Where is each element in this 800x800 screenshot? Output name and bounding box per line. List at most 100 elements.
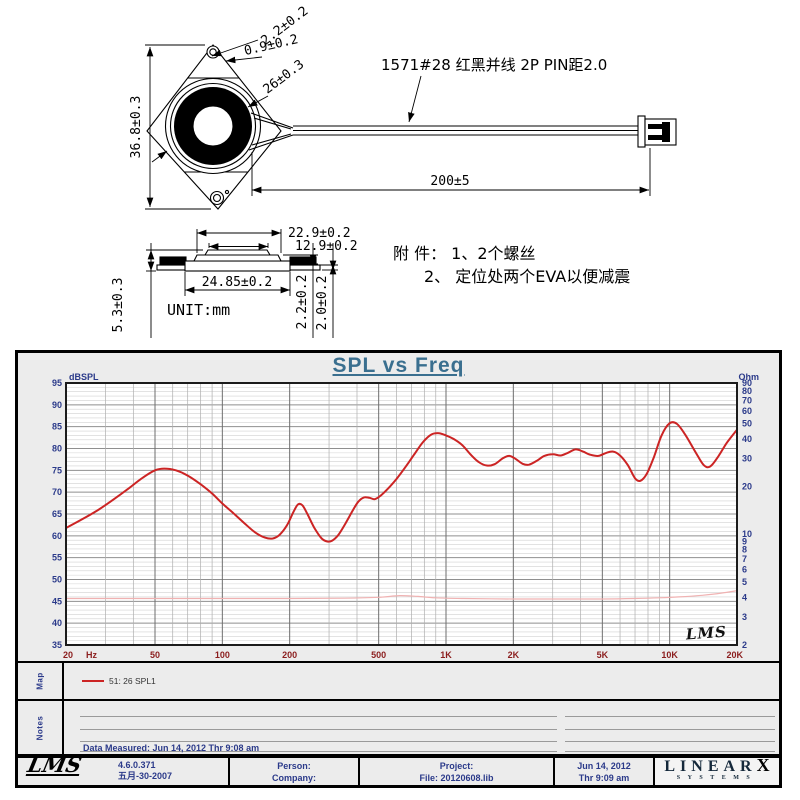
footer-date: Jun 14, 2012: [577, 760, 631, 771]
map-label: Map: [35, 672, 45, 690]
legend-swatch: [82, 680, 104, 682]
notes-strip: Notes Data Measured: Jun 14, 2012 Thr 9:…: [18, 701, 779, 756]
svg-text:40: 40: [52, 618, 62, 628]
side-dim-labels: 22.9±0.2 12.9±0.2 24.85±0.2 5.3±0.3 2.2±…: [111, 226, 358, 332]
note-rule: [565, 751, 775, 752]
svg-text:80: 80: [52, 444, 62, 454]
svg-text:8: 8: [742, 545, 747, 555]
svg-text:95: 95: [52, 378, 62, 388]
attachment-line1: 附 件： 1、2个螺丝: [393, 244, 536, 263]
svg-text:80: 80: [742, 386, 752, 396]
brand-sub: SYSTEMS: [676, 775, 758, 781]
spl-curve: [65, 421, 738, 543]
svg-text:70: 70: [742, 395, 752, 405]
plot-grid: [66, 383, 737, 645]
note-rule: [80, 729, 557, 730]
version-date: 五月-30-2007: [118, 771, 173, 781]
attachment-notes: 附 件： 1、2个螺丝 2、 定位处两个EVA以便减震: [393, 244, 630, 286]
svg-text:dBSPL: dBSPL: [69, 373, 99, 382]
footer-person-cell: Person: Company:: [230, 758, 360, 785]
svg-text:9: 9: [742, 536, 747, 546]
version: 4.6.0.371: [118, 760, 156, 770]
dim-22-9: 22.9±0.2: [288, 226, 351, 241]
svg-text:10K: 10K: [661, 650, 678, 660]
legend-text: 51: 26 SPL1: [109, 676, 156, 686]
note-rule: [80, 751, 557, 752]
footer-date-cell: Jun 14, 2012 Thr 9:09 am: [555, 758, 655, 785]
bottom-tab-hole: [212, 193, 222, 203]
plot-frame: [65, 382, 738, 646]
svg-text:85: 85: [52, 422, 62, 432]
svg-text:5K: 5K: [597, 650, 609, 660]
svg-text:50: 50: [742, 418, 752, 428]
map-stub: Map: [18, 663, 64, 699]
dim-36-8: 36.8±0.3: [129, 96, 144, 159]
legend: 51: 26 SPL1: [82, 676, 156, 686]
lms-chart-panel: SPL vs Freq 35 40 45 50 55 60 65 70 75 80 85 90 95 90…: [15, 350, 782, 788]
svg-text:50: 50: [150, 650, 160, 660]
note-rule: [565, 716, 775, 717]
brand-main: LINEAR: [664, 758, 757, 775]
svg-text:1K: 1K: [440, 650, 452, 660]
dim-5-3: 5.3±0.3: [111, 278, 126, 333]
svg-text:20: 20: [63, 650, 73, 660]
linearx-logo: LINEARX: [664, 756, 769, 775]
linearx-logo-cell: LINEARX SYSTEMS: [655, 756, 779, 785]
project-label: Project:: [439, 760, 474, 771]
brand-x: X: [756, 755, 770, 775]
eva-pad-left: [159, 256, 187, 266]
svg-text:90: 90: [742, 378, 752, 388]
impedance-curve: [65, 590, 738, 600]
svg-text:5: 5: [742, 577, 747, 587]
note-rule: [565, 741, 775, 742]
technical-drawing: 36.8±0.3 2.2±0.2 0.9±0.2 26±0.3 200±5 15…: [111, 4, 677, 338]
svg-text:30: 30: [742, 454, 752, 464]
svg-text:Ohm: Ohm: [738, 373, 759, 382]
note-rule: [80, 716, 557, 717]
data-measured: Data Measured: Jun 14, 2012 Thr 9:08 am: [83, 743, 260, 753]
dim-24-85: 24.85±0.2: [202, 275, 272, 290]
footer-version-cell: LMS 4.6.0.371 五月-30-2007: [18, 752, 230, 785]
svg-text:2K: 2K: [508, 650, 520, 660]
svg-text:45: 45: [52, 596, 62, 606]
note-rule: [565, 729, 775, 730]
svg-text:65: 65: [52, 509, 62, 519]
svg-text:4: 4: [742, 592, 747, 602]
svg-text:7: 7: [742, 554, 747, 564]
svg-text:3: 3: [742, 612, 747, 622]
dim-side-2-2: 2.2±0.2: [295, 275, 310, 330]
svg-text:500: 500: [371, 650, 386, 660]
top-tab-hole: [209, 48, 217, 56]
notes-stub: Notes: [18, 701, 64, 754]
chart-title: SPL vs Freq: [332, 354, 465, 377]
svg-text:60: 60: [742, 406, 752, 416]
svg-text:35: 35: [52, 640, 62, 650]
dome-layer1: [193, 254, 282, 262]
svg-text:6: 6: [742, 564, 747, 574]
svg-text:20K: 20K: [726, 650, 743, 660]
dim-200: 200±5: [430, 174, 469, 189]
side-dim-lines: [146, 229, 338, 338]
front-dim-lines: [145, 39, 651, 210]
speaker-dome: [192, 105, 234, 147]
unit-label: UNIT:mm: [167, 301, 230, 319]
svg-text:10: 10: [742, 529, 752, 539]
svg-text:2: 2: [742, 640, 747, 650]
person-label: Person:: [277, 760, 311, 771]
note-rule: [80, 741, 557, 742]
footer-project-cell: Project: File: 20120608.lib: [360, 758, 555, 785]
footer-strip: LMS 4.6.0.371 五月-30-2007 Person: Company…: [18, 752, 779, 785]
lms-watermark: LMS: [684, 623, 727, 644]
wire-junction: [248, 112, 294, 151]
map-strip: Map 51: 26 SPL1: [18, 661, 779, 701]
svg-text:100: 100: [215, 650, 230, 660]
company-label: Company:: [271, 772, 316, 783]
attachment-line2: 2、 定位处两个EVA以便减震: [424, 267, 630, 286]
svg-text:55: 55: [52, 553, 62, 563]
dim-12-9: 12.9±0.2: [295, 239, 358, 254]
svg-text:Hz: Hz: [86, 650, 97, 660]
dim-26: 26±0.3: [261, 57, 308, 97]
svg-text:70: 70: [52, 487, 62, 497]
